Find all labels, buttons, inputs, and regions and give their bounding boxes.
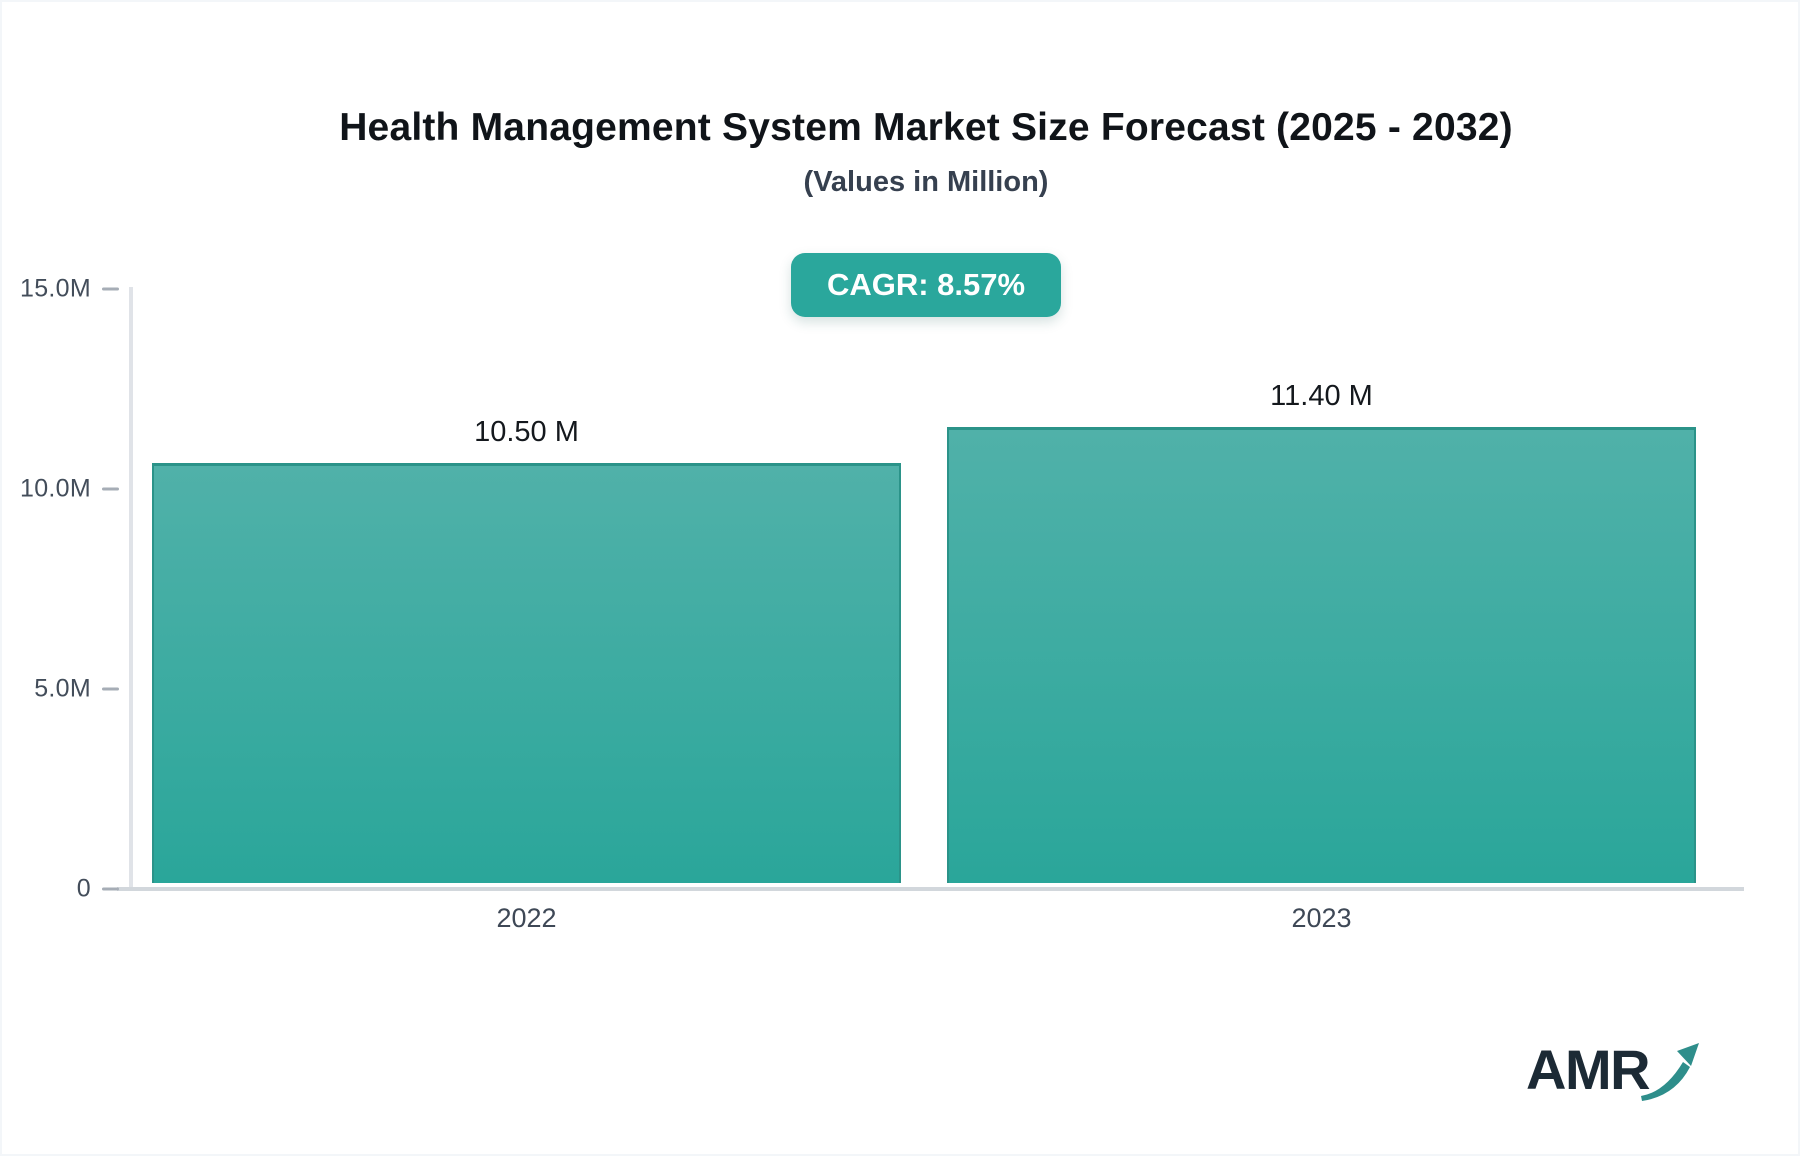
amr-logo-text: AMR	[1526, 1037, 1651, 1101]
y-axis-line	[129, 287, 133, 891]
tick-mark	[102, 487, 119, 491]
bar-group-2023: 11.40 M	[947, 380, 1696, 883]
y-tick-5m: 5.0M	[2, 675, 119, 704]
bar-rect-2022[interactable]	[152, 463, 901, 883]
x-axis-line	[117, 887, 1744, 891]
tick-mark	[102, 687, 119, 691]
bar-value-label: 11.40 M	[1270, 380, 1373, 412]
cagr-badge: CAGR: 8.57%	[790, 253, 1062, 317]
bar-rect-2023[interactable]	[947, 427, 1696, 883]
tick-mark	[102, 887, 119, 891]
y-tick-label: 0	[76, 874, 91, 903]
amr-logo: AMR	[1526, 1034, 1703, 1104]
y-tick-0: 0	[2, 875, 119, 904]
y-tick-15m: 15.0M	[2, 275, 119, 304]
x-axis-label-2023: 2023	[1291, 903, 1352, 933]
chart-subtitle: (Values in Million)	[803, 166, 1049, 198]
trend-up-arrow-icon	[1641, 1043, 1700, 1101]
tick-mark	[102, 287, 119, 291]
cagr-badge-label: CAGR: 8.57%	[826, 267, 1026, 302]
x-axis-label-2022: 2022	[496, 903, 557, 933]
y-tick-label: 10.0M	[20, 474, 91, 503]
bar-value-label: 10.50 M	[474, 416, 579, 448]
y-tick-label: 15.0M	[20, 274, 91, 303]
y-tick-label: 5.0M	[34, 674, 91, 703]
y-tick-10m: 10.0M	[2, 475, 119, 504]
chart-header: Health Management System Market Size For…	[2, 2, 1798, 317]
chart-title: Health Management System Market Size For…	[339, 106, 1513, 149]
bar-group-2022: 10.50 M	[152, 416, 901, 883]
